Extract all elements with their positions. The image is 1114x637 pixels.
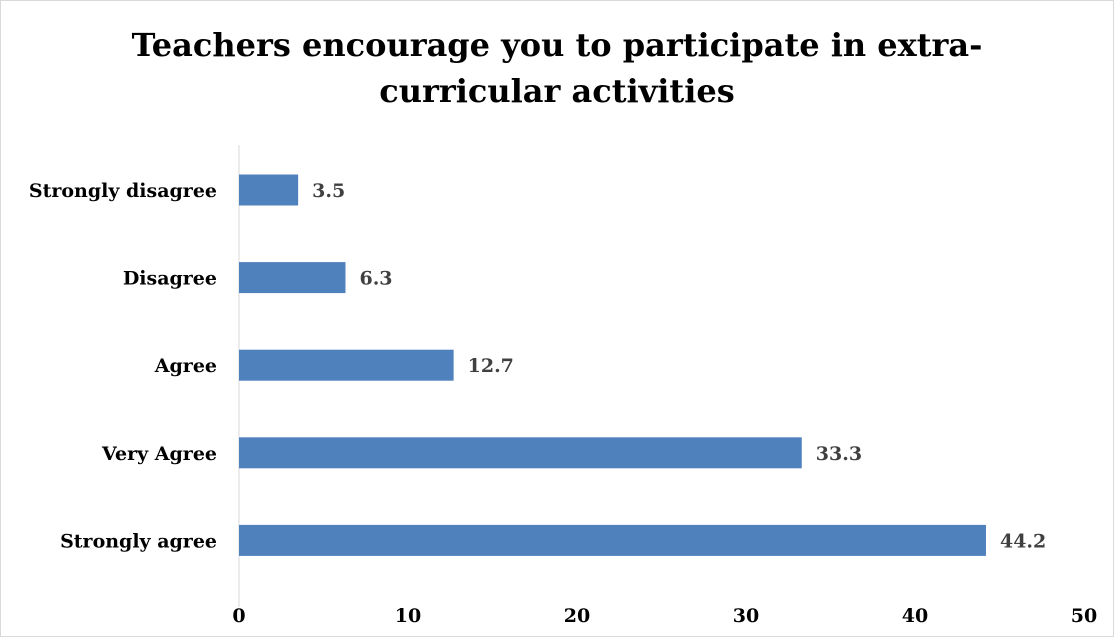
x-tick-label: 0 — [232, 605, 245, 627]
bar — [239, 349, 454, 381]
category-label: Very Agree — [101, 443, 217, 465]
x-tick-label: 40 — [902, 605, 928, 627]
chart-title: Teachers encourage you to participate in… — [0, 22, 1114, 114]
category-label: Strongly agree — [60, 530, 217, 552]
bar — [239, 524, 986, 556]
category-label: Disagree — [123, 268, 217, 290]
x-tick-label: 10 — [395, 605, 421, 627]
data-label: 3.5 — [312, 180, 345, 202]
chart-title-line-1: Teachers encourage you to participate in… — [131, 26, 983, 64]
category-label: Agree — [154, 355, 217, 377]
x-tick-label: 50 — [1071, 605, 1097, 627]
x-tick-label: 20 — [564, 605, 590, 627]
data-label: 33.3 — [816, 443, 862, 465]
category-label: Strongly disagree — [29, 180, 217, 202]
bar — [239, 174, 299, 206]
data-label: 44.2 — [1000, 530, 1046, 552]
data-label: 12.7 — [468, 355, 514, 377]
data-label: 6.3 — [359, 268, 392, 290]
bar — [239, 437, 802, 469]
bar — [239, 262, 346, 294]
x-tick-label: 30 — [733, 605, 759, 627]
chart-title-line-2: curricular activities — [379, 72, 735, 110]
